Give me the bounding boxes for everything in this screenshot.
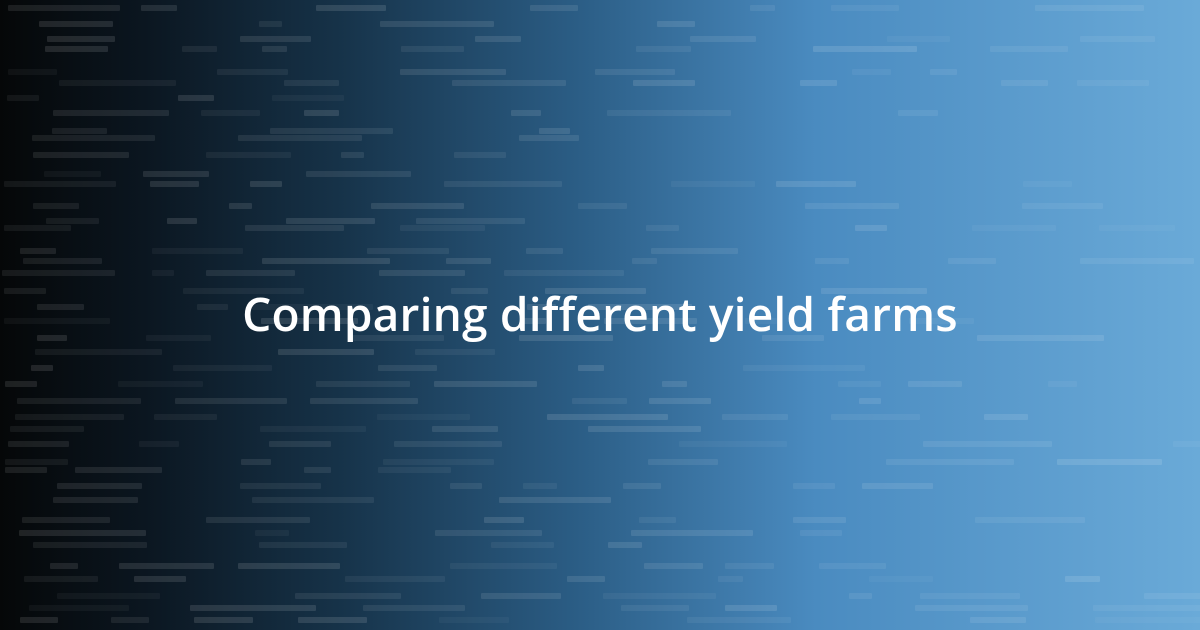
page-title: Comparing different yield farms xyxy=(242,286,958,344)
hero-card: Comparing different yield farms xyxy=(0,0,1200,630)
title-container: Comparing different yield farms xyxy=(0,0,1200,630)
